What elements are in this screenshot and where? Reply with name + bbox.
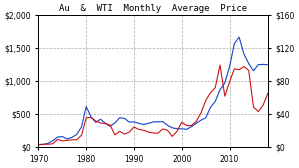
Title: Au  &  WTI  Monthly  Average  Price: Au & WTI Monthly Average Price <box>59 4 247 13</box>
